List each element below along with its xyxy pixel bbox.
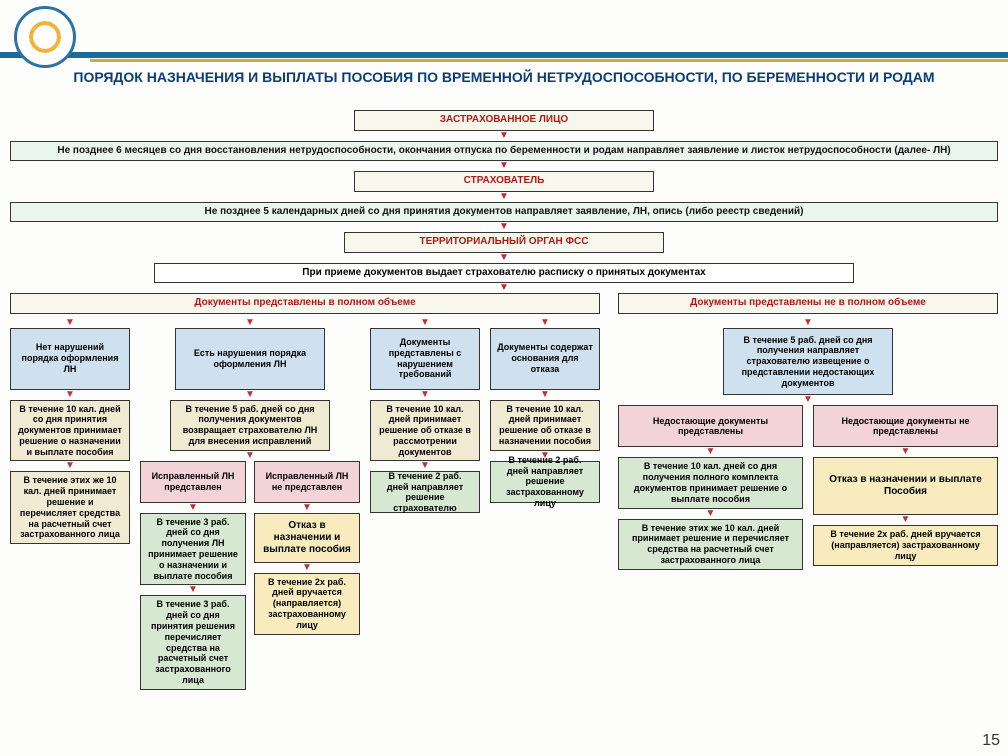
r-b1: Недостающие документы представлены [618,405,803,447]
c4-b: В течение 2 раб. дней направляет решение… [490,461,600,503]
r-head: В течение 5 раб. дней со дня получения н… [723,328,893,396]
c2-e1: В течение 3 раб. дней со дня принятия ре… [140,595,246,689]
c3-head: Документы представлены с нарушением треб… [370,328,480,390]
branch-full-header: Документы представлены в полном объеме [10,293,600,314]
c2-d1: В течение 3 раб. дней со дня получения Л… [140,513,246,586]
r-e1: В течение этих же 10 кал. дней принимает… [618,519,803,570]
c3-b: В течение 2 раб. дней направляет решение… [370,471,480,513]
node-insurer-note: Не позднее 5 календарных дней со дня при… [10,202,998,223]
arrow: ▼ [10,161,998,171]
c2-b1: Исправленный ЛН представлен [140,461,246,503]
node-insured-note: Не позднее 6 месяцев со дня восстановлен… [10,141,998,162]
header-bar [0,0,1008,58]
r-d2: Отказ в назначении и выплате Пособия [813,457,998,515]
node-insurer: СТРАХОВАТЕЛЬ [354,171,654,192]
fss-logo [14,6,76,68]
c3-a: В течение 10 кал. дней принимает решение… [370,400,480,462]
node-fss: ТЕРРИТОРИАЛЬНЫЙ ОРГАН ФСС [344,232,664,253]
c1-head: Нет нарушений порядка оформления ЛН [10,328,130,390]
node-fss-note: При приеме документов выдает страховател… [154,263,854,284]
c2-d2: Отказ в назначении и выплате пособия [254,513,360,563]
r-b2: Недостающие документы не представлены [813,405,998,447]
arrow: ▼ [10,283,998,293]
page-number: 15 [982,732,1000,750]
c1-a: В течение 10 кал. дней со дня принятия д… [10,400,130,462]
arrow: ▼ [10,131,998,141]
node-insured: ЗАСТРАХОВАННОЕ ЛИЦО [354,110,654,131]
r-d1: В течение 10 кал. дней со дня получения … [618,457,803,508]
arrow: ▼ [10,192,998,202]
c1-b: В течение этих же 10 кал. дней принимает… [10,471,130,544]
flowchart: ЗАСТРАХОВАННОЕ ЛИЦО ▼ Не позднее 6 месяц… [10,110,998,690]
page-title: ПОРЯДОК НАЗНАЧЕНИЯ И ВЫПЛАТЫ ПОСОБИЯ ПО … [0,68,1008,87]
c2-a: В течение 5 раб. дней со дня получения д… [170,400,330,451]
arrow: ▼ [10,253,998,263]
branch-notfull-header: Документы представлены не в полном объем… [618,293,998,314]
arrow: ▼ [10,222,998,232]
c2-head: Есть нарушения порядка оформления ЛН [175,328,325,390]
c2-b2: Исправленный ЛН не представлен [254,461,360,503]
c4-a: В течение 10 кал. дней принимает решение… [490,400,600,451]
r-e2: В течение 2х раб. дней вручается (направ… [813,525,998,565]
c2-e2: В течение 2х раб. дней вручается (направ… [254,573,360,635]
c4-head: Документы содержат основания для отказа [490,328,600,390]
